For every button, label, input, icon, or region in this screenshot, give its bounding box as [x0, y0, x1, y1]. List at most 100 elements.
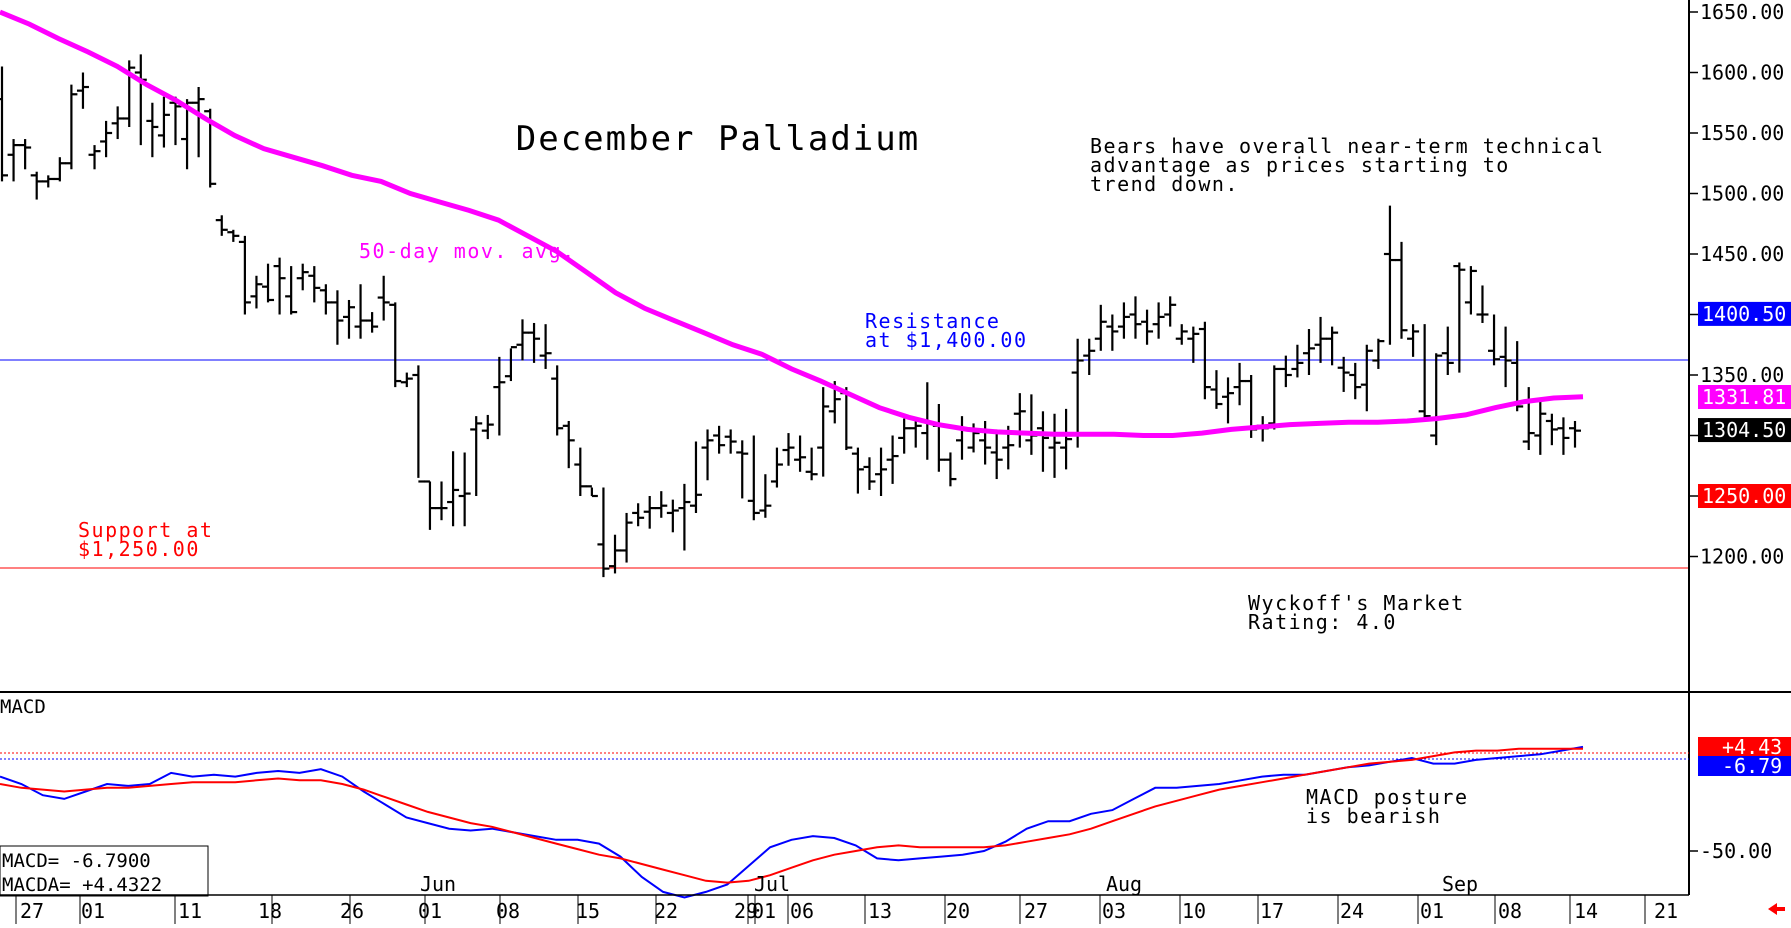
ohlc-bar	[1060, 408, 1073, 470]
ohlc-bar	[909, 417, 922, 448]
ohlc-bar	[146, 102, 159, 158]
x-tick-label: 10	[1182, 899, 1206, 923]
macd-level-labels: +4.43-6.79	[1698, 735, 1791, 778]
ohlc-bar	[366, 312, 379, 333]
x-tick-label: 18	[258, 899, 282, 923]
x-tick-label: 01	[418, 899, 442, 923]
ohlc-bar	[551, 365, 564, 436]
y-tick-label: 1450.00	[1700, 242, 1784, 266]
y-tick-label: 1500.00	[1700, 182, 1784, 206]
ohlc-bar	[1268, 365, 1281, 430]
price-y-axis: 1200.00 1350.00 1450.00 1500.00 1550.00 1600.…	[1689, 0, 1784, 569]
ohlc-bar	[1430, 353, 1443, 446]
x-tick-label: 06	[790, 899, 814, 923]
ohlc-bar	[666, 499, 679, 533]
price-level-tag: 1250.00	[1698, 484, 1791, 508]
ohlc-bar	[1233, 362, 1246, 406]
ohlc-bar	[157, 96, 170, 148]
ohlc-bar	[447, 451, 460, 527]
market-rating: Wyckoff's Market Rating: 4.0	[1248, 591, 1465, 634]
note-text-line: advantage as prices starting to	[1090, 153, 1510, 177]
resistance-label-line: Resistance	[865, 309, 1000, 333]
ohlc-bar	[1418, 324, 1431, 421]
ohlc-bar	[1511, 341, 1524, 412]
price-level-value: 1400.50	[1702, 302, 1786, 326]
ohlc-bar	[562, 420, 575, 469]
ohlc-bar	[192, 87, 205, 158]
ohlc-bar	[65, 84, 78, 170]
ohlc-bar	[1464, 266, 1477, 315]
macd-title: MACD	[0, 696, 46, 718]
ohlc-bar	[585, 485, 598, 498]
ohlc-bar	[238, 235, 251, 315]
ohlc-bar	[262, 263, 275, 303]
ohlc-bar	[1360, 344, 1373, 412]
x-tick-label: 29	[734, 899, 758, 923]
ohlc-bar	[342, 299, 355, 339]
ohlc-bar	[736, 440, 749, 499]
x-tick-label: 08	[496, 899, 520, 923]
ohlc-bar	[42, 175, 55, 188]
price-panel: December Palladium Bears have overall ne…	[0, 9, 1689, 634]
x-tick-label: 20	[946, 899, 970, 923]
x-tick-label: 01	[81, 899, 105, 923]
ohlc-bar	[169, 96, 182, 146]
ohlc-bar	[481, 414, 494, 440]
ohlc-bar	[817, 387, 830, 477]
ohlc-bar	[1302, 329, 1315, 375]
ohlc-bar	[1013, 393, 1026, 448]
price-level-value: 1250.00	[1702, 484, 1786, 508]
ohlc-bar	[1488, 314, 1501, 366]
y-tick-label: 1600.00	[1700, 61, 1784, 85]
rating-label-line: Wyckoff's Market	[1248, 591, 1465, 615]
x-tick-label: 21	[1654, 899, 1678, 923]
ohlc-bar	[227, 229, 240, 242]
ohlc-bar	[528, 322, 541, 363]
ohlc-bar	[1534, 399, 1547, 455]
x-tick-label: 01	[752, 899, 776, 923]
ohlc-bar	[1314, 316, 1327, 363]
y-tick-label: 1200.00	[1700, 545, 1784, 569]
ohlc-bar	[30, 171, 43, 200]
macd-y-axis: -50.00	[1689, 839, 1772, 863]
ohlc-bar	[1476, 285, 1489, 323]
ohlc-bar	[1222, 377, 1235, 424]
ohlc-bar	[782, 433, 795, 466]
macd-posture-note: MACD posture is bearish	[1306, 785, 1469, 828]
ohlc-bar	[53, 157, 66, 182]
ohlc-bar	[770, 447, 783, 488]
month-label: Sep	[1442, 872, 1478, 896]
ohlc-bar	[643, 496, 656, 529]
ohlc-bar	[1522, 387, 1535, 451]
ohlc-bar	[331, 290, 344, 345]
month-label: Jul	[754, 872, 790, 896]
ohlc-bar	[759, 474, 772, 518]
ohlc-bar	[609, 534, 622, 574]
note-text-line: trend down.	[1090, 172, 1239, 196]
ohlc-bar	[308, 266, 321, 303]
ohlc-bar	[539, 324, 552, 369]
ohlc-bar	[1036, 411, 1049, 472]
ohlc-bar	[1499, 326, 1512, 388]
macd-readout-box	[0, 845, 209, 897]
x-tick-label: 13	[868, 899, 892, 923]
scroll-arrow-icon[interactable]	[1768, 903, 1785, 915]
macd-readout: MACD= -6.7900	[2, 850, 151, 872]
x-tick-label: 01	[1420, 899, 1444, 923]
price-level-value: 1304.50	[1702, 418, 1786, 442]
ohlc-bar	[76, 72, 89, 109]
ohlc-bar	[886, 435, 899, 484]
ohlc-bar	[632, 503, 645, 527]
ohlc-bar	[794, 435, 807, 472]
ohlc-bar	[0, 66, 8, 182]
x-tick-label: 14	[1574, 899, 1598, 923]
ohlc-bar	[1279, 355, 1292, 388]
month-label: Aug	[1106, 872, 1142, 896]
x-tick-label: 03	[1102, 899, 1126, 923]
ohlc-bar	[1383, 205, 1396, 345]
x-tick-label: 27	[20, 899, 44, 923]
y-tick-label: 1350.00	[1700, 363, 1784, 387]
macda-readout: MACDA= +4.4322	[2, 874, 162, 896]
ohlc-bar	[1198, 321, 1211, 400]
